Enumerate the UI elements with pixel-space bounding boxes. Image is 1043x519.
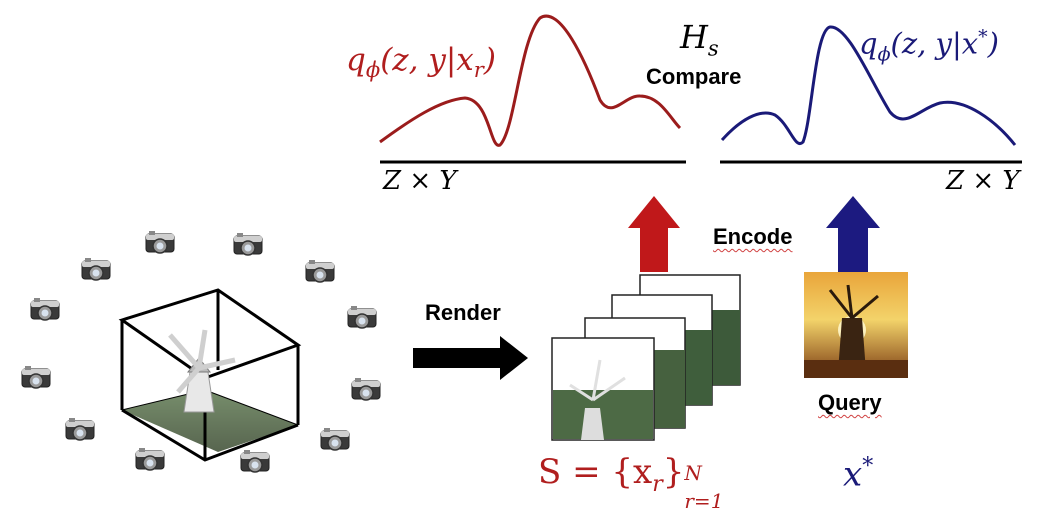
axis-right-label: Z × Y — [946, 166, 1020, 196]
entropy-label: Hs — [680, 18, 719, 61]
query-var-label: x* — [843, 454, 874, 495]
windmill-3d-icon — [118, 288, 302, 462]
encode-label: Encode — [713, 224, 793, 249]
render-label: Render — [425, 300, 501, 325]
camera-icon — [145, 230, 175, 254]
encode-render-arrow — [628, 196, 680, 272]
render-arrow — [413, 336, 528, 380]
camera-icon — [233, 232, 263, 256]
camera-icon — [135, 447, 165, 471]
encode-query-arrow — [826, 196, 880, 272]
camera-icon — [81, 257, 111, 281]
camera-icon — [351, 377, 381, 401]
camera-icon — [320, 427, 350, 451]
query-label: Query — [818, 390, 882, 415]
query-density-label: qϕ(z, y|x*) — [859, 26, 999, 66]
render-distribution-curve — [379, 14, 682, 147]
render-density-label: qϕ(z, y|xr) — [346, 42, 496, 83]
axis-left-label: Z × Y — [383, 166, 457, 196]
camera-icon — [30, 297, 60, 321]
query-photo-icon — [804, 272, 908, 378]
query-distribution-curve — [720, 25, 1017, 146]
rendered-views-stack — [551, 274, 741, 441]
camera-icon — [305, 259, 335, 283]
camera-icon — [347, 305, 377, 329]
camera-icon — [240, 449, 270, 473]
rendered-image-icon — [551, 337, 655, 441]
camera-icon — [65, 417, 95, 441]
camera-icon — [21, 365, 51, 389]
compare-label: Compare — [646, 64, 742, 89]
